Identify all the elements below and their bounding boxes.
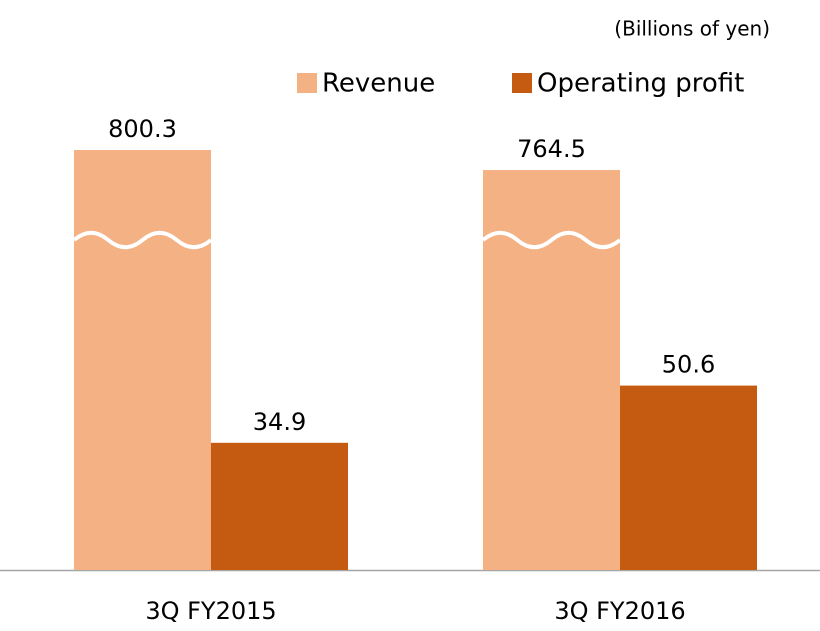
axis-break [72, 230, 213, 250]
bar [211, 442, 348, 570]
bar [483, 170, 620, 570]
data-label: 50.6 [662, 351, 715, 379]
legend-label: Operating profit [537, 69, 744, 99]
bar [620, 385, 757, 570]
unit-label: (Billions of yen) [614, 17, 770, 41]
bar [74, 150, 211, 570]
data-label: 34.9 [253, 408, 306, 436]
legend-swatch [297, 73, 317, 93]
data-label: 764.5 [517, 135, 586, 163]
x-tick-label: 3Q FY2016 [554, 597, 685, 625]
data-label: 800.3 [108, 115, 177, 143]
axis-break [481, 230, 622, 250]
x-tick-label: 3Q FY2015 [145, 597, 276, 625]
legend-swatch [512, 73, 532, 93]
legend-label: Revenue [322, 69, 435, 99]
